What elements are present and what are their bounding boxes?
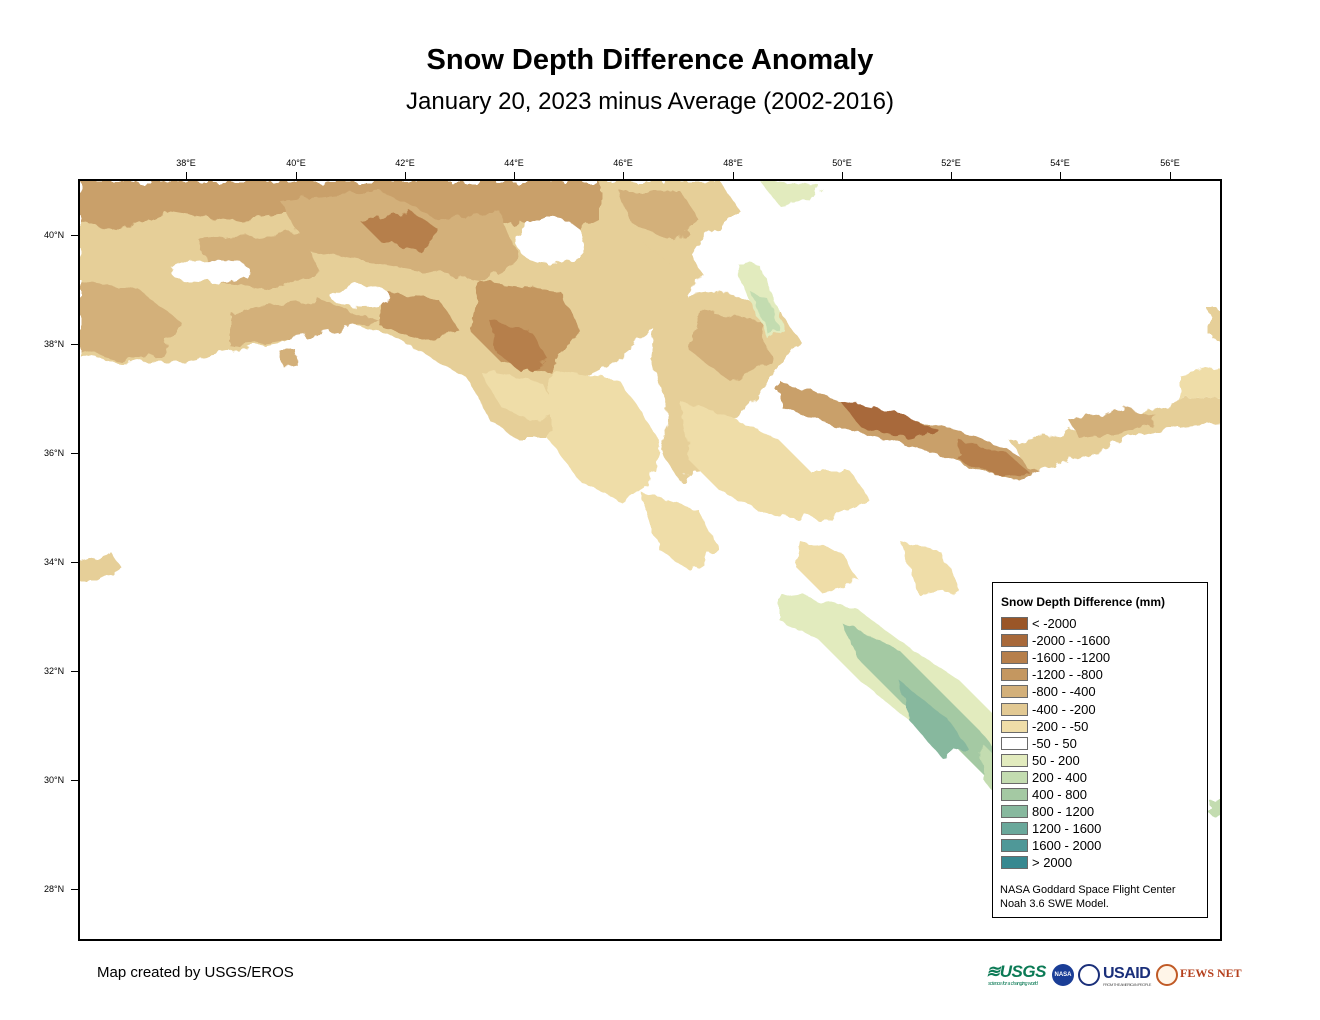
map-panel[interactable] <box>78 179 1222 941</box>
map-title: Snow Depth Difference Anomaly <box>426 44 874 76</box>
legend-swatch <box>1001 805 1028 819</box>
longitude-tick <box>1170 172 1171 179</box>
legend-label: -1200 - -800 <box>1032 667 1103 683</box>
legend-label: -400 - -200 <box>1032 701 1096 717</box>
latitude-label: 32°N <box>44 666 65 676</box>
legend-label: -1600 - -1200 <box>1032 650 1111 666</box>
legend-swatch <box>1001 719 1028 733</box>
latitude-label: 38°N <box>44 339 65 349</box>
legend-label: 1200 - 1600 <box>1032 821 1102 837</box>
legend-swatch <box>1001 770 1028 784</box>
latitude-tick <box>71 780 78 781</box>
usaid-logo-text: USAID <box>1103 965 1151 982</box>
legend-swatch <box>1001 668 1028 682</box>
longitude-label: 52°E <box>941 158 961 168</box>
longitude-tick <box>296 172 297 179</box>
legend-swatch <box>1001 634 1028 648</box>
fews-net-logo: FEWS NET <box>1180 966 1242 980</box>
legend-swatch <box>1001 736 1028 750</box>
agency-logos: ≋USGS science for a changing world NASA … <box>986 962 1242 990</box>
map-subtitle: January 20, 2023 minus Average (2002-201… <box>406 88 894 115</box>
usaid-logo: USAID FROM THE AMERICAN PEOPLE <box>1103 965 1151 987</box>
legend-label: > 2000 <box>1032 855 1073 871</box>
longitude-label: 54°E <box>1050 158 1070 168</box>
latitude-tick <box>71 562 78 563</box>
longitude-tick <box>1060 172 1061 179</box>
legend-swatch <box>1001 617 1028 630</box>
longitude-tick <box>733 172 734 179</box>
usgs-tagline: science for a changing world <box>988 981 1038 987</box>
longitude-label: 48°E <box>723 158 743 168</box>
legend-label: -50 - 50 <box>1032 735 1077 751</box>
longitude-tick <box>951 172 952 179</box>
latitude-label: 28°N <box>44 884 65 894</box>
legend-label: -2000 - -1600 <box>1032 633 1111 649</box>
latitude-tick <box>71 889 78 890</box>
legend-swatch <box>1001 856 1028 870</box>
legend-title: Snow Depth Difference (mm) <box>1001 595 1166 609</box>
legend-swatch <box>1001 788 1028 801</box>
latitude-label: 36°N <box>44 448 65 458</box>
longitude-label: 50°E <box>832 158 852 168</box>
longitude-label: 56°E <box>1160 158 1180 168</box>
snow-anomaly-raster <box>80 181 1220 841</box>
legend-swatch <box>1001 651 1028 665</box>
legend-swatch <box>1001 839 1028 853</box>
legend-swatch <box>1001 753 1028 767</box>
legend-credit-line: Noah 3.6 SWE Model. <box>1000 898 1109 910</box>
legend-swatch <box>1001 822 1028 836</box>
longitude-label: 40°E <box>286 158 306 168</box>
legend-credit: NASA Goddard Space Flight Center Noah 3.… <box>1000 883 1175 911</box>
legend-label: -200 - -50 <box>1032 718 1089 734</box>
longitude-tick <box>405 172 406 179</box>
legend-label: 800 - 1200 <box>1032 804 1095 820</box>
latitude-label: 34°N <box>44 557 65 567</box>
nasa-logo: NASA <box>1052 964 1074 986</box>
legend-label: < -2000 <box>1032 616 1077 631</box>
latitude-tick <box>71 344 78 345</box>
map-legend: Snow Depth Difference (mm) < -2000 -2000 … <box>992 582 1208 918</box>
legend-swatch <box>1001 702 1028 716</box>
usaid-seal-icon <box>1078 964 1100 986</box>
longitude-tick <box>186 172 187 179</box>
longitude-tick <box>623 172 624 179</box>
latitude-tick <box>71 453 78 454</box>
longitude-label: 38°E <box>176 158 196 168</box>
longitude-label: 42°E <box>395 158 415 168</box>
legend-label: 50 - 200 <box>1032 752 1080 768</box>
longitude-label: 46°E <box>613 158 633 168</box>
legend-swatch <box>1001 685 1028 699</box>
longitude-tick <box>514 172 515 179</box>
longitude-label: 44°E <box>504 158 524 168</box>
legend-label: 200 - 400 <box>1032 769 1087 785</box>
map-credit: Map created by USGS/EROS <box>97 964 294 981</box>
fews-net-seal-icon <box>1156 964 1178 986</box>
legend-credit-line: NASA Goddard Space Flight Center <box>1000 884 1176 896</box>
latitude-label: 30°N <box>44 775 65 785</box>
legend-label: 1600 - 2000 <box>1032 838 1102 854</box>
latitude-tick <box>71 235 78 236</box>
usgs-logo: ≋USGS science for a changing world <box>986 962 1046 987</box>
longitude-tick <box>842 172 843 179</box>
latitude-label: 40°N <box>44 230 65 240</box>
usaid-tagline: FROM THE AMERICAN PEOPLE <box>1103 982 1151 987</box>
latitude-tick <box>71 671 78 672</box>
legend-label: 400 - 800 <box>1032 787 1087 802</box>
legend-label: -800 - -400 <box>1032 684 1096 700</box>
usgs-logo-text: ≋USGS <box>986 962 1046 981</box>
